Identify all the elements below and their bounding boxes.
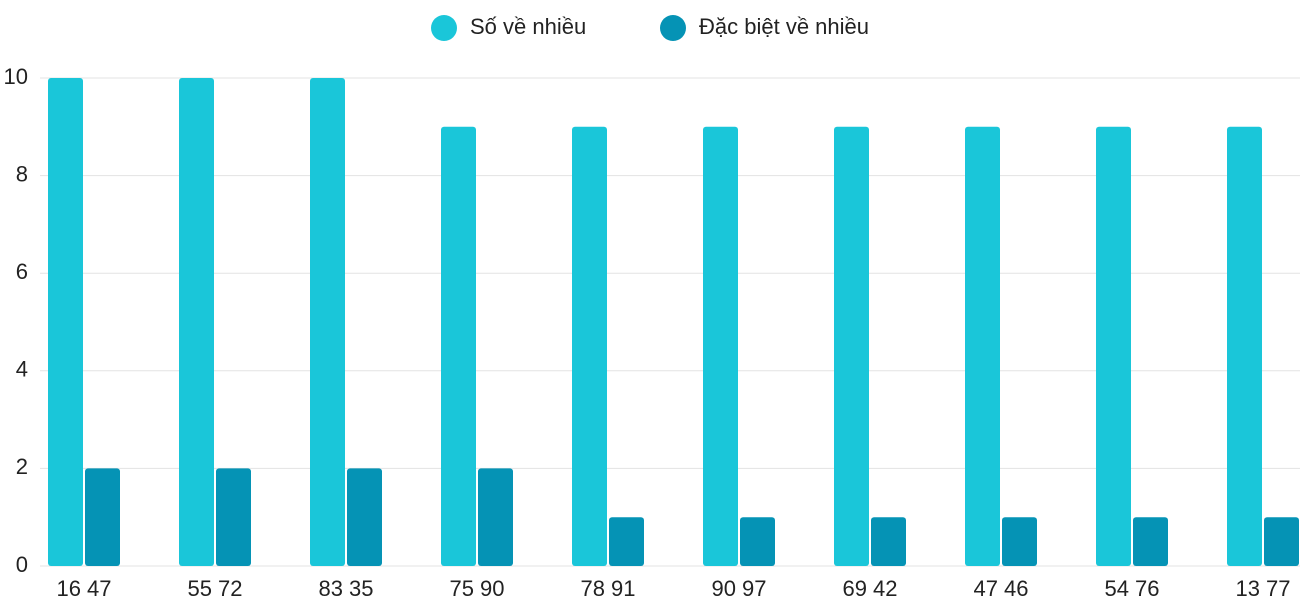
bar xyxy=(572,126,607,567)
legend-swatch xyxy=(660,15,686,41)
bar xyxy=(478,468,513,566)
bar xyxy=(441,126,476,567)
bar xyxy=(871,517,906,566)
bar xyxy=(740,517,775,566)
bar xyxy=(48,78,83,566)
bar xyxy=(1096,126,1131,567)
x-tick-label: 75 90 xyxy=(449,576,504,600)
bar xyxy=(216,468,251,566)
x-tick-label: 16 47 xyxy=(56,576,111,600)
bar xyxy=(1133,517,1168,566)
y-tick-label: 8 xyxy=(16,161,28,186)
x-tick-label: 69 42 xyxy=(842,576,897,600)
bar xyxy=(1002,517,1037,566)
y-tick-label: 2 xyxy=(16,454,28,479)
bar xyxy=(965,126,1000,567)
bar xyxy=(310,78,345,566)
x-tick-label: 47 46 xyxy=(973,576,1028,600)
legend-label: Đặc biệt về nhiều xyxy=(699,14,869,39)
x-tick-label: 13 77 xyxy=(1235,576,1290,600)
x-tick-label: 54 76 xyxy=(1104,576,1159,600)
x-tick-label: 78 91 xyxy=(580,576,635,600)
x-tick-label: 90 97 xyxy=(711,576,766,600)
y-tick-label: 6 xyxy=(16,259,28,284)
x-tick-label: 55 72 xyxy=(187,576,242,600)
legend-label: Số về nhiều xyxy=(470,14,586,39)
bar xyxy=(834,126,869,567)
bar xyxy=(703,126,738,567)
legend-swatch xyxy=(431,15,457,41)
bar xyxy=(609,517,644,566)
x-tick-label: 83 35 xyxy=(318,576,373,600)
bar xyxy=(1264,517,1299,566)
y-tick-label: 0 xyxy=(16,552,28,577)
y-tick-label: 4 xyxy=(16,357,28,382)
bar xyxy=(347,468,382,566)
bar xyxy=(179,78,214,566)
y-tick-label: 10 xyxy=(4,64,28,89)
bar xyxy=(85,468,120,566)
bar xyxy=(1227,126,1262,567)
